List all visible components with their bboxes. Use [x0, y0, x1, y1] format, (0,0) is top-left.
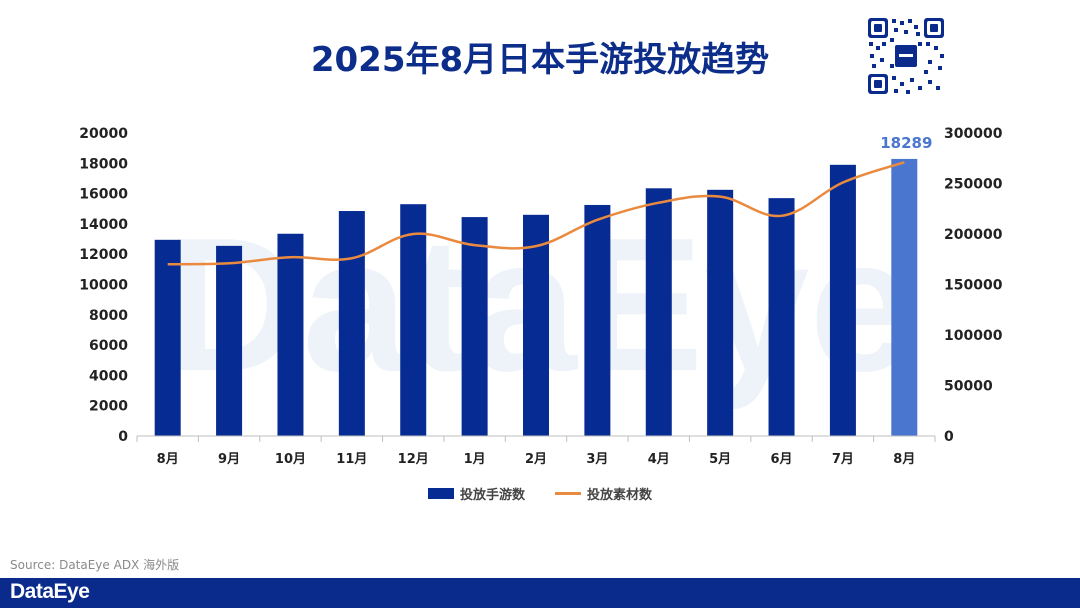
legend-label-line: 投放素材数 — [587, 488, 653, 503]
bar-4 — [400, 204, 427, 436]
y-left-tick-label-3: 14000 — [79, 217, 128, 233]
legend-item-bar: 投放手游数 — [427, 484, 525, 503]
chart-title: 2025年8月日本手游投放趋势 — [310, 40, 770, 80]
data-label-12: 18289 — [880, 134, 932, 152]
legend-label-bar: 投放手游数 — [459, 488, 525, 503]
y-left-tick-label-4: 12000 — [79, 247, 128, 263]
y-right-tick-label-5: 50000 — [944, 379, 993, 395]
bar-7 — [584, 204, 611, 436]
bar-5 — [461, 217, 488, 436]
y-right-tick-label-2: 200000 — [944, 227, 1003, 243]
x-tick-label-11: 7月 — [832, 452, 854, 467]
bar-3 — [338, 211, 365, 436]
y-left-tick-label-6: 8000 — [89, 308, 128, 324]
bar-2 — [277, 233, 304, 436]
y-right-tick-label-4: 100000 — [944, 328, 1003, 344]
y-right-tick-label-3: 150000 — [944, 278, 1003, 294]
x-tick-label-5: 1月 — [464, 452, 486, 467]
qr-code-icon[interactable] — [866, 16, 946, 96]
y-left-tick-label-2: 16000 — [79, 187, 128, 203]
x-tick-label-3: 11月 — [336, 452, 367, 467]
bar-12 — [891, 158, 918, 437]
legend-item-line: 投放素材数 — [555, 484, 652, 503]
bar-0 — [154, 239, 181, 436]
y-right-tick-label-0: 300000 — [944, 126, 1003, 142]
x-tick-label-7: 3月 — [586, 452, 608, 467]
y-right-tick-label-1: 250000 — [944, 177, 1003, 193]
x-tick-label-1: 9月 — [218, 452, 240, 467]
legend: 投放手游数 投放素材数 — [0, 484, 1080, 503]
x-tick-label-9: 5月 — [709, 452, 731, 467]
bar-8 — [645, 188, 672, 436]
legend-swatch-bar — [427, 488, 454, 499]
y-left-tick-label-7: 6000 — [89, 338, 128, 354]
x-tick-label-8: 4月 — [648, 452, 670, 467]
bar-10 — [768, 198, 795, 436]
y-left-tick-label-8: 4000 — [89, 368, 128, 384]
bar-9 — [707, 189, 734, 436]
y-right-tick-label-6: 0 — [944, 429, 954, 445]
source-note: Source: DataEye ADX 海外版 — [10, 558, 180, 572]
y-left-tick-label-0: 20000 — [79, 126, 128, 142]
x-tick-label-4: 12月 — [398, 452, 429, 467]
y-left-tick-label-10: 0 — [118, 429, 128, 445]
footer-bar: DataEye — [0, 578, 1080, 608]
x-tick-label-0: 8月 — [157, 452, 179, 467]
x-tick-label-2: 10月 — [275, 452, 306, 467]
y-left-tick-label-5: 10000 — [79, 278, 128, 294]
legend-swatch-line — [555, 492, 581, 495]
bar-11 — [829, 164, 856, 436]
x-tick-label-6: 2月 — [525, 452, 547, 467]
x-tick-label-10: 6月 — [771, 452, 793, 467]
chart: DataEye 8月9月10月11月12月1月2月3月4月5月6月7月8月200… — [79, 126, 1003, 467]
y-left-tick-label-1: 18000 — [79, 156, 128, 172]
dataeye-logo: DataEye — [10, 580, 90, 603]
bar-1 — [216, 245, 243, 436]
y-left-tick-label-9: 2000 — [89, 399, 128, 415]
bar-6 — [523, 214, 549, 436]
x-tick-label-12: 8月 — [893, 452, 915, 467]
